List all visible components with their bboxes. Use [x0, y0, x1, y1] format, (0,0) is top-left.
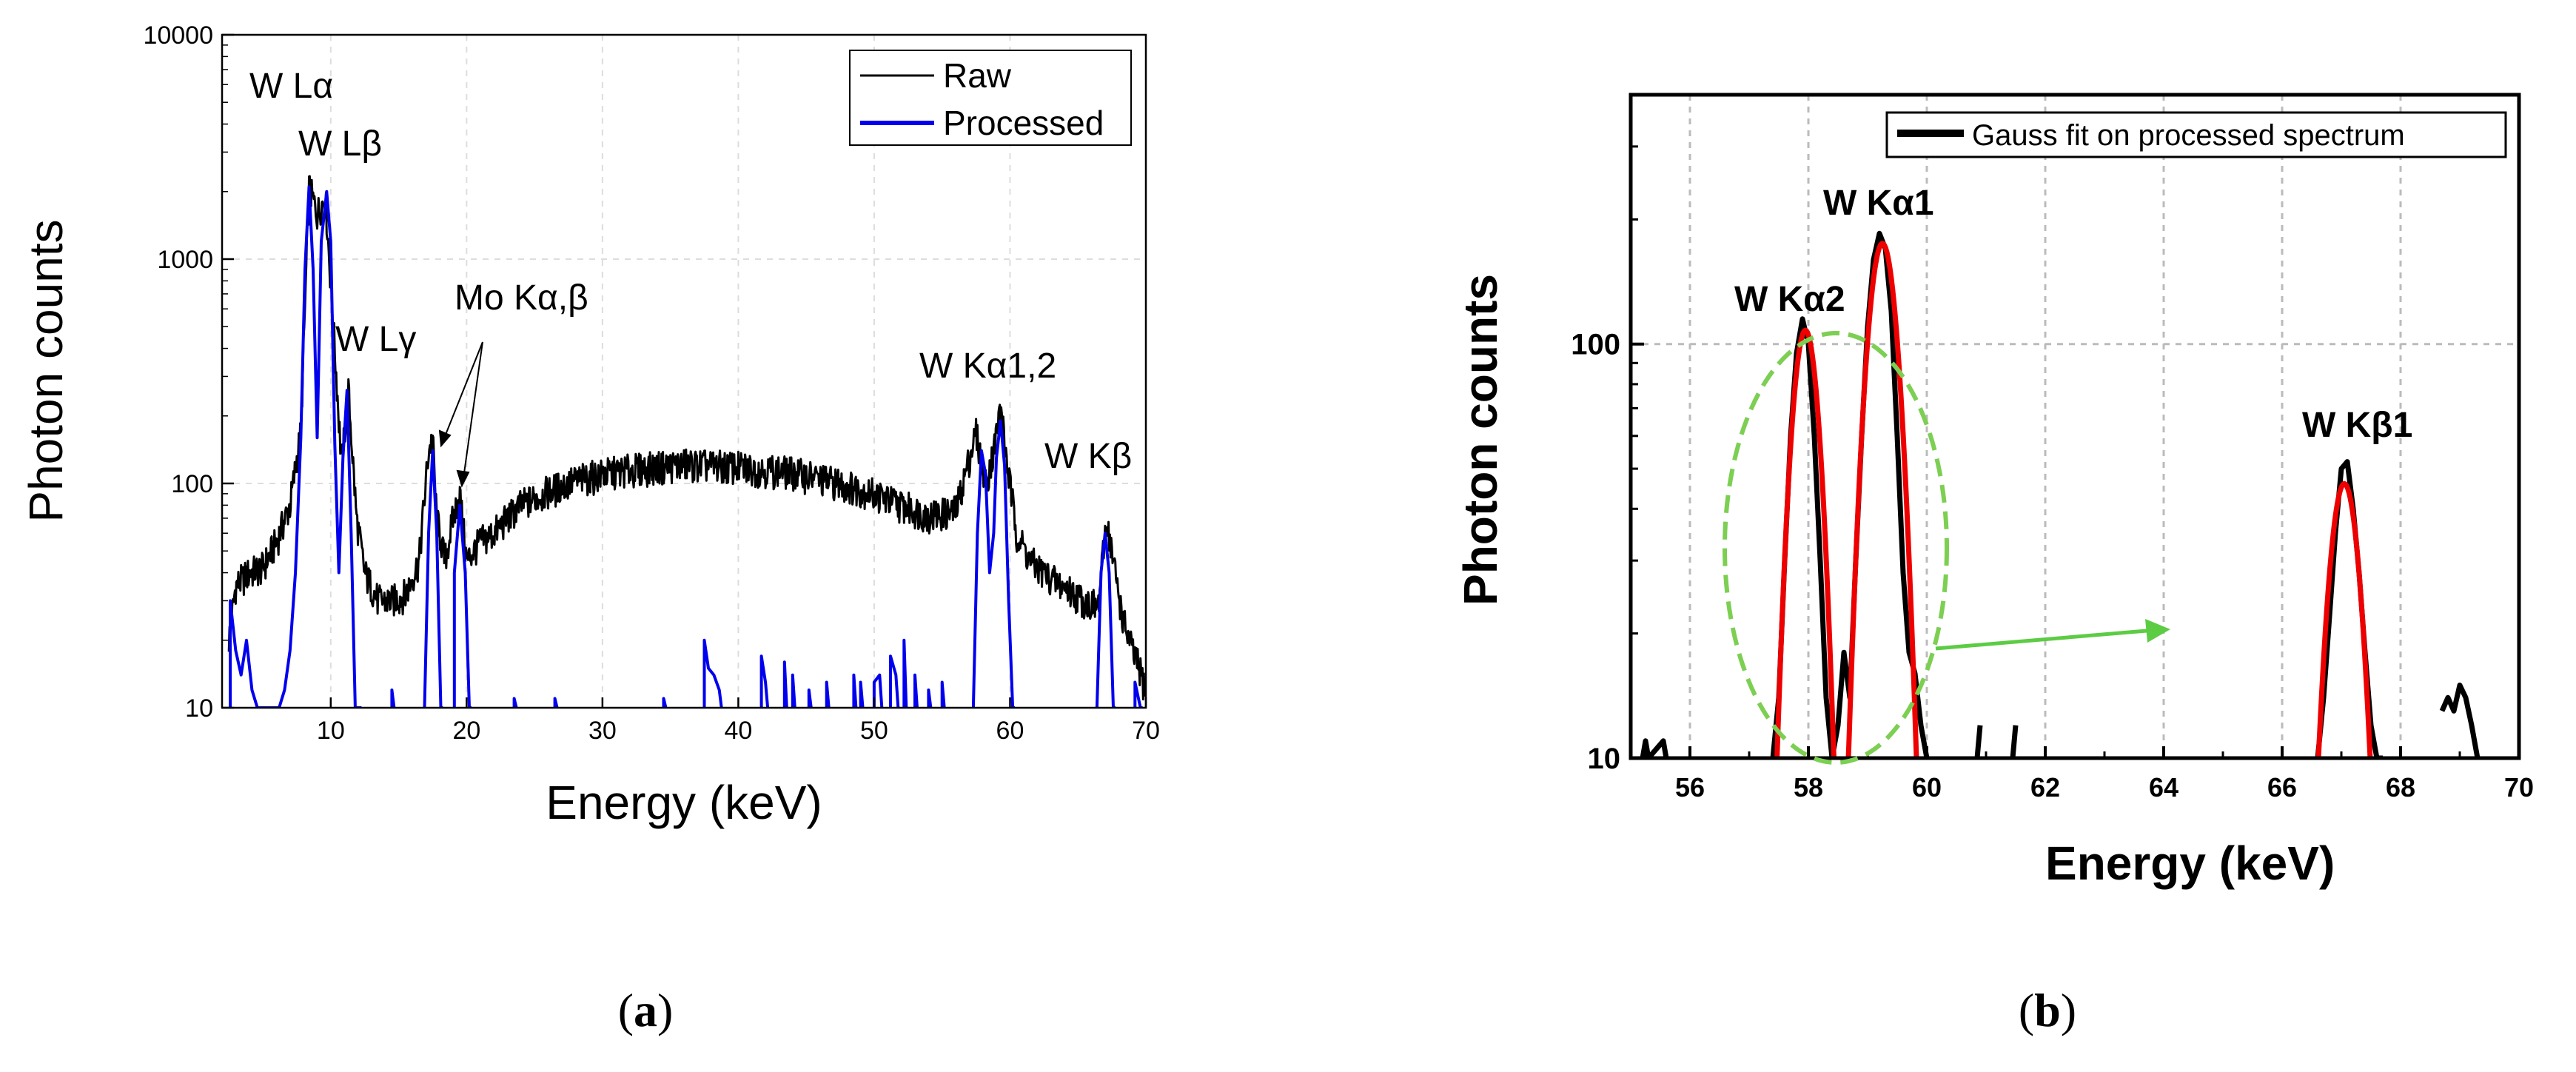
annotation-w-kalpha1: W Kα1 [1823, 184, 1934, 223]
chart-a-xtick-label: 70 [1132, 717, 1160, 745]
annotation-w-lgamma: W Lγ [335, 320, 416, 359]
chart-a-xtick-label: 30 [588, 717, 617, 745]
chart-b-series-gauss-fit [1774, 241, 2373, 758]
chart-a-legend: Raw Processed [849, 50, 1132, 146]
highlight-arrow [1935, 619, 2170, 651]
annotation-w-kbeta1: W Kβ1 [2302, 406, 2412, 445]
chart-b-xtick-label: 60 [1912, 772, 1942, 803]
chart-b-xtick-label: 68 [2386, 772, 2415, 803]
chart-a-y-axis-title: Photon counts [19, 219, 73, 522]
chart-b-xtick-label: 58 [1794, 772, 1823, 803]
caption-a: (a) [618, 984, 674, 1036]
chart-a: 10 20 30 40 50 60 70 10 100 1000 10000 Energy (keV… [19, 21, 1160, 829]
chart-b-frame [1629, 93, 2521, 760]
chart-a-xtick-label: 10 [317, 717, 345, 745]
annotation-w-kalpha12: W Kα1,2 [919, 346, 1056, 386]
legend-processed-label: Processed [943, 104, 1104, 142]
caption-a-letter: a [634, 984, 657, 1036]
legend-raw-label: Raw [943, 56, 1012, 95]
chart-a-series-raw [227, 175, 1146, 701]
caption-b: (b) [2019, 984, 2076, 1036]
annotation-w-lbeta: W Lβ [298, 124, 382, 164]
chart-a-ytick-label: 10 [185, 694, 213, 723]
annotation-w-lalpha: W Lα [249, 67, 333, 106]
chart-b-ytick-label: 10 [1588, 743, 1621, 775]
chart-b-ytick-label: 100 [1571, 329, 1620, 361]
chart-a-xtick-label: 50 [860, 717, 888, 745]
chart-b-xtick-label: 62 [2030, 772, 2060, 803]
chart-b-xtick-label: 66 [2267, 772, 2297, 803]
annotation-w-kalpha2: W Kα2 [1734, 280, 1845, 319]
chart-b-xtick-label: 56 [1675, 772, 1705, 803]
chart-a-ytick-label: 100 [171, 470, 213, 498]
chart-a-xtick-label: 40 [724, 717, 752, 745]
chart-a-ytick-label: 10000 [143, 21, 213, 50]
legend-gauss-label: Gauss fit on processed spectrum [1972, 119, 2405, 152]
chart-b-y-axis-title: Photon counts [1454, 274, 1507, 606]
chart-b-xtick-label: 70 [2504, 772, 2534, 803]
chart-a-ytick-label: 1000 [157, 246, 213, 274]
chart-b: 56 58 60 62 64 66 68 70 10 100 Energy (keV) Photo… [1454, 93, 2534, 890]
chart-b-ticks: 56 58 60 62 64 66 68 70 10 100 [1571, 145, 2534, 803]
caption-b-letter: b [2034, 984, 2061, 1036]
highlight-ellipse [1723, 331, 1949, 765]
annotation-mo-kalpha-beta: Mo Kα,β [455, 278, 588, 318]
chart-a-series-processed [229, 185, 1143, 708]
chart-a-xtick-label: 60 [996, 717, 1024, 745]
chart-a-x-axis-title: Energy (keV) [546, 776, 822, 829]
chart-b-legend: Gauss fit on processed spectrum [1885, 111, 2507, 158]
chart-b-x-axis-title: Energy (keV) [2045, 837, 2335, 890]
chart-a-xtick-label: 20 [452, 717, 480, 745]
chart-a-ticks: 10 20 30 40 50 60 70 10 100 1000 10000 [143, 21, 1159, 745]
chart-b-xtick-label: 64 [2149, 772, 2178, 803]
annotation-w-kbeta: W Kβ [1044, 437, 1132, 476]
chart-a-frame [221, 33, 1147, 709]
mo-arrows [438, 341, 483, 488]
